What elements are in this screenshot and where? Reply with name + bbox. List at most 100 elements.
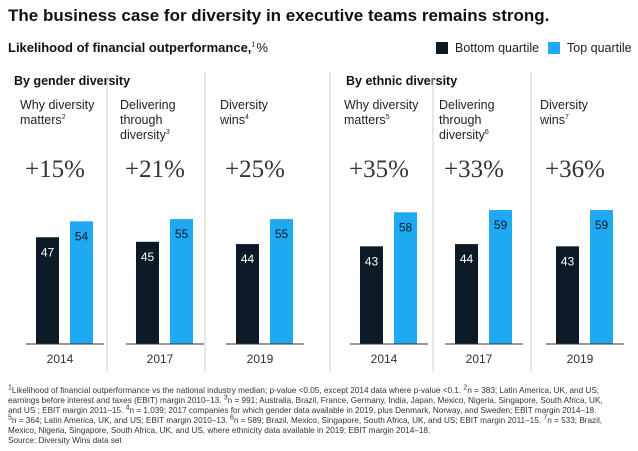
column-heading-footnote-ref: 6 xyxy=(484,128,489,136)
footnote-text: Source: Diversity Wins data set xyxy=(8,436,122,445)
footnote-ref: 1 xyxy=(8,384,12,392)
footnote-text: earnings before interest and taxes (EBIT… xyxy=(8,396,224,405)
column-heading-line: Why diversity xyxy=(344,98,419,112)
legend-swatch-bottom xyxy=(436,42,448,54)
legend-label-top: Top quartile xyxy=(567,41,632,55)
column-heading-line: Diversity xyxy=(540,98,588,112)
year-label-ethnic-2017: 2017 xyxy=(465,352,493,366)
bar-value-label-top-gender-2019: 55 xyxy=(275,227,289,241)
bar-top-quartile-gender-2019 xyxy=(270,219,293,344)
bar-value-label-bottom-ethnic-2019: 43 xyxy=(561,254,575,268)
column-heading-line: matters xyxy=(20,113,62,127)
footnote-text: Mexico, Nigeria, Singapore, South Africa… xyxy=(8,426,431,435)
delta-label-ethnic-2017: +33% xyxy=(444,156,504,183)
footnotes: 1Likelihood of financial outperformance … xyxy=(8,384,633,446)
bar-value-label-top-ethnic-2019: 59 xyxy=(595,218,609,232)
bar-top-quartile-ethnic-2014 xyxy=(394,212,417,344)
column-heading-gender-2017: Delivering through diversity3 xyxy=(120,98,210,143)
footnote-text: and US ; EBIT margin 2011–15. xyxy=(8,406,126,415)
column-heading-footnote-ref: 7 xyxy=(565,113,569,121)
footnote-line: Source: Diversity Wins data set xyxy=(8,436,633,446)
column-heading-line: Why diversity xyxy=(20,98,95,112)
footnote-text: n = 589; Brazil, Mexico, Singapore, Sout… xyxy=(233,416,544,425)
bar-bottom-quartile-ethnic-2017 xyxy=(455,244,478,344)
chart-subtitle: Likelihood of financial outperformance,1… xyxy=(8,40,268,55)
bar-value-label-bottom-gender-2019: 44 xyxy=(241,252,255,266)
legend-item-top-quartile: Top quartile xyxy=(548,41,632,55)
bar-top-quartile-gender-2014 xyxy=(70,221,93,344)
delta-label-gender-2017: +21% xyxy=(125,156,185,183)
column-heading-line: through xyxy=(120,113,163,127)
footnote-line: and US ; EBIT margin 2011–15. 4n = 1,039… xyxy=(8,404,633,416)
chart-title: The business case for diversity in execu… xyxy=(8,6,550,25)
footnote-line: Mexico, Nigeria, Singapore, South Africa… xyxy=(8,426,633,436)
column-heading-footnote-ref: 2 xyxy=(61,113,66,121)
year-label-gender-2019: 2019 xyxy=(246,352,274,366)
footnote-ref: 3 xyxy=(223,394,228,402)
bar-top-quartile-gender-2017 xyxy=(170,219,193,344)
delta-label-ethnic-2019: +36% xyxy=(545,156,605,183)
column-heading-line: diversity xyxy=(439,128,485,142)
column-heading-line: Delivering xyxy=(439,98,495,112)
column-heading-line: wins xyxy=(220,113,246,127)
column-heading-ethnic-2019: Diversity wins7 xyxy=(540,98,630,128)
panel-title-gender: By gender diversity xyxy=(14,74,131,88)
delta-label-gender-2014: +15% xyxy=(25,156,85,183)
column-heading-ethnic-2017: Delivering through diversity6 xyxy=(439,98,529,143)
footnote-line: 1Likelihood of financial outperformance … xyxy=(8,384,633,396)
column-heading-footnote-ref: 3 xyxy=(165,128,170,136)
column-heading-gender-2014: Why diversity matters2 xyxy=(20,98,110,128)
bar-value-label-top-gender-2017: 55 xyxy=(175,227,189,241)
legend-swatch-top xyxy=(548,42,560,54)
footnote-text: n = 991; Australia, Brazil, France, Germ… xyxy=(227,396,603,405)
footnote-ref: 5 xyxy=(8,414,12,422)
bar-value-label-top-gender-2014: 54 xyxy=(75,229,89,243)
footnote-ref: 7 xyxy=(543,414,548,422)
legend-label-bottom: Bottom quartile xyxy=(455,41,540,55)
bar-bottom-quartile-ethnic-2019 xyxy=(556,246,579,344)
column-heading-ethnic-2014: Why diversity matters5 xyxy=(344,98,434,128)
bar-value-label-bottom-ethnic-2014: 43 xyxy=(365,254,379,268)
delta-label-ethnic-2014: +35% xyxy=(349,156,409,183)
footnote-ref: 2 xyxy=(463,384,468,392)
delta-label-gender-2019: +25% xyxy=(225,156,285,183)
footnote-line: earnings before interest and taxes (EBIT… xyxy=(8,394,633,406)
footnote-text: n = 364; Latin America, UK, and US; EBIT… xyxy=(11,416,230,425)
footnote-text: n = 533; Brazil, xyxy=(547,416,603,425)
column-heading-line: diversity xyxy=(120,128,166,142)
bar-bottom-quartile-gender-2019 xyxy=(236,244,259,344)
footnote-text: Likelihood of financial outperformance v… xyxy=(11,386,464,395)
bar-value-label-top-ethnic-2014: 58 xyxy=(399,220,413,234)
column-heading-footnote-ref: 4 xyxy=(245,113,249,121)
bar-value-label-bottom-gender-2014: 47 xyxy=(41,245,55,259)
footnote-ref: 6 xyxy=(230,414,234,422)
column-heading-line: matters xyxy=(344,113,386,127)
bar-bottom-quartile-gender-2014 xyxy=(36,237,59,344)
bar-value-label-top-ethnic-2017: 59 xyxy=(494,218,508,232)
footnote-text: n = 1,039; 2017 companies for which gend… xyxy=(129,406,597,415)
column-heading-footnote-ref: 5 xyxy=(385,113,390,121)
bar-value-label-bottom-gender-2017: 45 xyxy=(141,250,155,264)
year-label-ethnic-2019: 2019 xyxy=(566,352,594,366)
subtitle-unit: % xyxy=(256,40,268,55)
year-label-ethnic-2014: 2014 xyxy=(370,352,398,366)
legend-item-bottom-quartile: Bottom quartile xyxy=(436,41,539,55)
bar-bottom-quartile-gender-2017 xyxy=(136,241,159,344)
subtitle-footnote-ref: 1 xyxy=(251,41,256,49)
column-heading-line: Diversity xyxy=(220,98,268,112)
column-heading-line: through xyxy=(439,113,482,127)
bar-bottom-quartile-ethnic-2014 xyxy=(360,246,383,344)
year-label-gender-2014: 2014 xyxy=(46,352,74,366)
subtitle-text: Likelihood of financial outperformance, xyxy=(8,40,252,55)
column-heading-line: wins xyxy=(540,113,566,127)
footnote-line: 5n = 364; Latin America, UK, and US; EBI… xyxy=(8,414,633,426)
bar-top-quartile-ethnic-2019 xyxy=(590,210,613,344)
footnote-ref: 4 xyxy=(125,404,130,412)
column-heading-gender-2019: Diversity wins4 xyxy=(220,98,310,128)
column-heading-line: Delivering xyxy=(120,98,176,112)
footnote-text: n = 383; Latin America, UK, and US; xyxy=(467,386,600,395)
panel-title-ethnic: By ethnic diversity xyxy=(346,74,458,88)
bar-top-quartile-ethnic-2017 xyxy=(489,210,512,344)
bar-value-label-bottom-ethnic-2017: 44 xyxy=(460,252,474,266)
